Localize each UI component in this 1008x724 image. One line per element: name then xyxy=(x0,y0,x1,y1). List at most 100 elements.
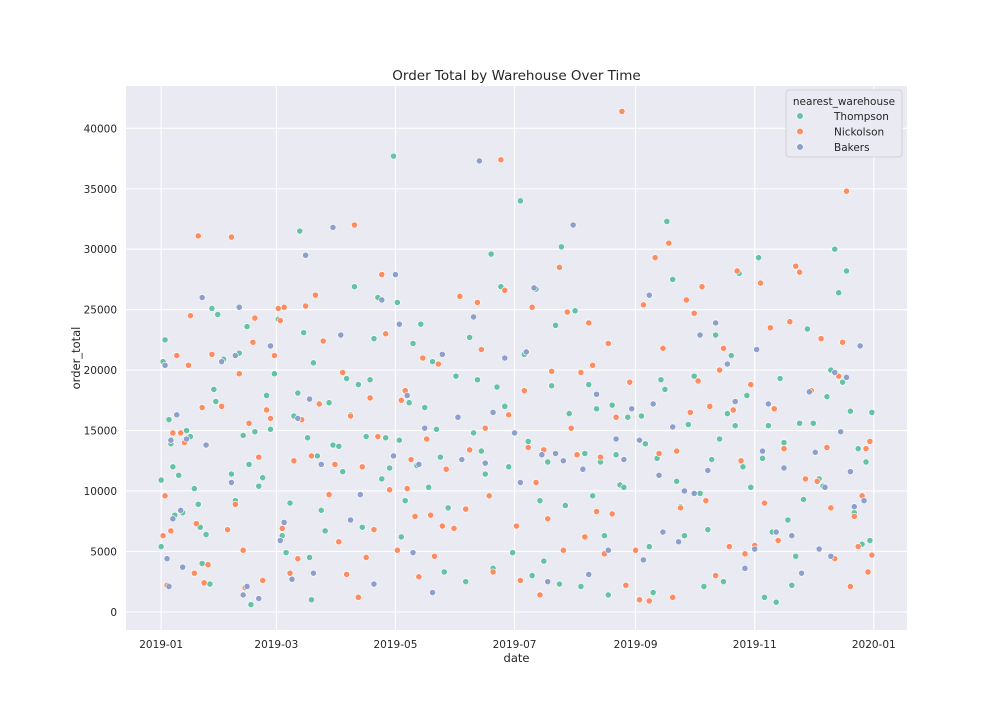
data-point xyxy=(563,308,571,316)
data-point xyxy=(395,436,403,444)
data-point xyxy=(811,448,819,456)
data-point xyxy=(378,296,386,304)
data-point xyxy=(608,510,616,518)
data-point xyxy=(370,526,378,534)
data-point xyxy=(585,570,593,578)
data-point xyxy=(274,305,282,312)
data-point xyxy=(202,531,210,538)
data-point xyxy=(604,591,612,599)
data-point xyxy=(206,580,214,588)
data-point xyxy=(337,331,345,339)
data-point xyxy=(235,303,243,311)
data-point xyxy=(370,335,378,343)
data-point xyxy=(245,460,253,468)
data-point xyxy=(524,444,532,451)
data-point xyxy=(638,412,645,420)
data-point xyxy=(397,396,405,404)
data-point xyxy=(397,533,405,541)
y-tick-label: 10000 xyxy=(84,486,117,498)
data-point xyxy=(798,569,805,577)
data-point xyxy=(306,395,313,403)
data-point xyxy=(347,412,354,420)
data-point xyxy=(239,591,247,599)
data-point xyxy=(477,346,485,353)
data-point xyxy=(194,500,202,508)
data-point xyxy=(173,411,181,419)
data-point xyxy=(772,598,780,606)
data-point xyxy=(157,476,165,484)
data-point xyxy=(321,527,329,535)
legend-title: nearest_warehouse xyxy=(793,96,895,108)
data-point xyxy=(720,578,727,586)
data-point xyxy=(739,463,747,471)
data-point xyxy=(489,408,497,416)
data-point xyxy=(805,388,813,396)
data-point xyxy=(690,489,698,497)
data-point xyxy=(218,402,226,410)
data-point xyxy=(673,447,681,455)
data-point xyxy=(386,486,393,494)
data-point xyxy=(651,254,659,262)
data-point xyxy=(259,577,267,584)
data-point xyxy=(163,555,171,563)
data-point xyxy=(351,283,358,291)
data-point xyxy=(786,318,794,326)
data-point xyxy=(481,470,489,478)
data-point xyxy=(772,528,780,536)
data-point xyxy=(731,398,739,405)
data-point xyxy=(682,296,690,304)
data-point xyxy=(183,427,190,434)
data-point xyxy=(706,402,714,410)
data-point xyxy=(235,370,243,378)
data-point xyxy=(302,251,310,259)
data-point xyxy=(597,453,604,461)
data-point xyxy=(177,506,185,514)
data-point xyxy=(296,227,304,235)
data-point xyxy=(612,451,620,459)
data-point xyxy=(489,568,497,576)
data-point xyxy=(393,298,401,306)
data-point xyxy=(569,221,577,229)
data-point xyxy=(325,399,333,407)
data-point xyxy=(401,497,409,505)
data-point xyxy=(649,400,657,408)
data-point xyxy=(255,453,263,461)
data-point xyxy=(684,421,692,428)
data-point xyxy=(415,573,423,581)
data-point xyxy=(862,458,870,466)
data-point xyxy=(310,359,317,367)
data-point xyxy=(407,456,415,463)
data-point xyxy=(764,422,772,430)
data-point xyxy=(392,271,399,278)
data-point xyxy=(231,500,239,508)
data-point xyxy=(823,444,831,451)
data-point xyxy=(228,470,235,478)
data-point xyxy=(276,537,284,544)
data-point xyxy=(454,413,462,421)
data-point xyxy=(712,319,720,327)
x-axis-ticks: 2019-01 2019-03 2019-05 2019-07 2019-09 2019-… xyxy=(139,639,896,651)
data-point xyxy=(294,389,302,397)
y-axis-label: order_total xyxy=(69,327,83,390)
x-axis-label: date xyxy=(504,651,530,665)
y-tick-label: 30000 xyxy=(84,244,117,256)
data-point xyxy=(505,463,513,471)
data-point xyxy=(263,406,270,414)
data-point xyxy=(366,376,374,384)
data-point xyxy=(743,392,751,399)
data-point xyxy=(589,492,597,500)
data-point xyxy=(390,152,397,160)
data-point xyxy=(802,475,809,483)
data-point xyxy=(308,596,315,604)
data-point xyxy=(618,107,626,115)
data-point xyxy=(315,400,323,408)
data-point xyxy=(796,268,804,276)
data-point xyxy=(517,577,524,584)
data-point xyxy=(429,589,436,596)
data-point xyxy=(729,406,737,414)
data-point xyxy=(362,554,370,561)
data-point xyxy=(640,556,647,564)
data-point xyxy=(434,360,442,368)
data-point xyxy=(846,583,854,590)
data-point xyxy=(796,419,804,427)
